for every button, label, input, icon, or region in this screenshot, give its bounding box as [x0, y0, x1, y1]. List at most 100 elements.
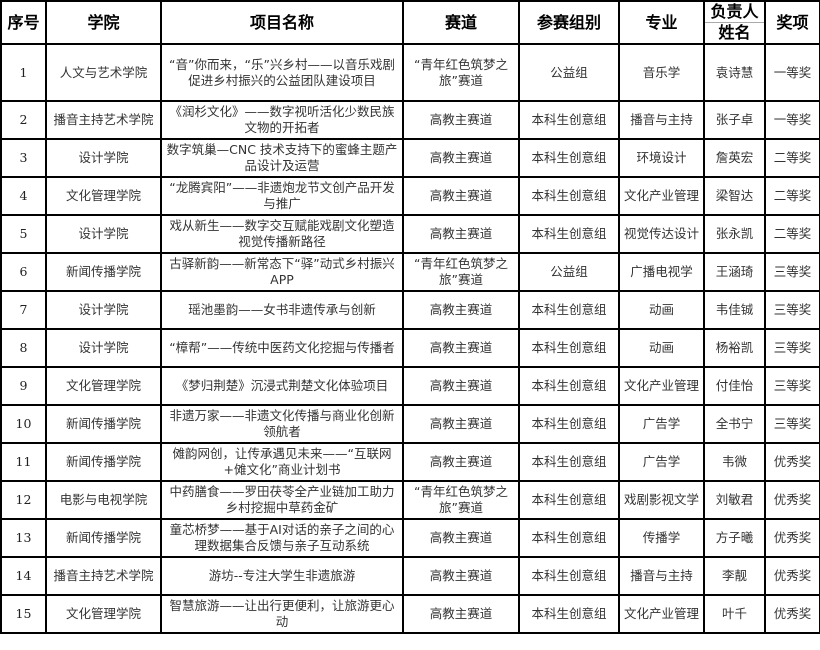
cell-award: 一等奖 [764, 100, 820, 140]
cell-award: 优秀奖 [764, 556, 820, 596]
table-row: 13 新闻传播学院 童芯桥梦——基于AI对话的亲子之间的心理数据集合反馈与亲子互动系… [0, 518, 820, 558]
cell-leader: 全书宁 [703, 404, 766, 444]
cell-award: 三等奖 [764, 252, 820, 292]
cell-college: 播音主持艺术学院 [45, 100, 162, 140]
cell-college: 新闻传播学院 [45, 252, 162, 292]
cell-college: 文化管理学院 [45, 176, 162, 216]
table-row: 12 电影与电视学院 中药膳食——罗田茯苓全产业链加工助力乡村挖掘中草药金矿 “青年红… [0, 480, 820, 520]
cell-leader: 王涵琦 [703, 252, 766, 292]
cell-project: 戏从新生——数字交互赋能戏剧文化塑造视觉传播新路径 [160, 214, 404, 254]
cell-group: 本科生创意组 [518, 290, 620, 330]
cell-seq: 15 [0, 594, 47, 634]
cell-group: 公益组 [518, 43, 620, 102]
table-row: 15 文化管理学院 智慧旅游——让出行更便利，让旅游更心动 高教主赛道 本科生创意组 文化… [0, 594, 820, 634]
cell-group: 本科生创意组 [518, 404, 620, 444]
header-project: 项目名称 [160, 0, 404, 45]
cell-leader: 李靓 [703, 556, 766, 596]
cell-major: 广告学 [618, 404, 705, 444]
cell-college: 设计学院 [45, 290, 162, 330]
cell-track: 高教主赛道 [402, 176, 520, 216]
cell-project: 智慧旅游——让出行更便利，让旅游更心动 [160, 594, 404, 634]
table-row: 8 设计学院 “樟帮”——传统中医药文化挖掘与传播者 高教主赛道 本科生创意组 动画 杨裕凯… [0, 328, 820, 368]
cell-college: 电影与电视学院 [45, 480, 162, 520]
cell-track: 高教主赛道 [402, 328, 520, 368]
cell-award: 优秀奖 [764, 480, 820, 520]
cell-track: 高教主赛道 [402, 594, 520, 634]
table-row: 2 播音主持艺术学院 《润杉文化》——数字视听活化少数民族文物的开拓者 高教主赛道 本科… [0, 100, 820, 140]
cell-college: 文化管理学院 [45, 594, 162, 634]
table-row: 4 文化管理学院 “龙腾宾阳”——非遗炮龙节文创产品开发与推广 高教主赛道 本科生创意组… [0, 176, 820, 216]
cell-project: 傩韵网创，让传承遇见未来——“互联网+傩文化”商业计划书 [160, 442, 404, 482]
header-track: 赛道 [402, 0, 520, 45]
cell-college: 设计学院 [45, 214, 162, 254]
cell-seq: 1 [0, 43, 47, 102]
cell-track: 高教主赛道 [402, 290, 520, 330]
cell-college: 新闻传播学院 [45, 442, 162, 482]
cell-project: “樟帮”——传统中医药文化挖掘与传播者 [160, 328, 404, 368]
header-award: 奖项 [764, 0, 820, 45]
cell-college: 人文与艺术学院 [45, 43, 162, 102]
header-leader-line1: 负责人 [706, 3, 763, 23]
cell-group: 本科生创意组 [518, 366, 620, 406]
cell-project: “音”你而来，“乐”兴乡村——以音乐戏剧促进乡村振兴的公益团队建设项目 [160, 43, 404, 102]
cell-seq: 2 [0, 100, 47, 140]
header-leader: 负责人 姓名 [703, 0, 766, 45]
header-seq: 序号 [0, 0, 47, 45]
cell-project: 数字筑巢—CNC 技术支持下的蜜蜂主题产品设计及运营 [160, 138, 404, 178]
cell-seq: 7 [0, 290, 47, 330]
table-row: 10 新闻传播学院 非遗万家——非遗文化传播与商业化创新领航者 高教主赛道 本科生创意组… [0, 404, 820, 444]
cell-group: 本科生创意组 [518, 138, 620, 178]
cell-track: “青年红色筑梦之旅”赛道 [402, 43, 520, 102]
table-row: 7 设计学院 瑶池墨韵——女书非遗传承与创新 高教主赛道 本科生创意组 动画 韦佳铖 三等奖 [0, 290, 820, 330]
cell-project: 中药膳食——罗田茯苓全产业链加工助力乡村挖掘中草药金矿 [160, 480, 404, 520]
cell-major: 戏剧影视文学 [618, 480, 705, 520]
cell-group: 公益组 [518, 252, 620, 292]
cell-major: 文化产业管理 [618, 366, 705, 406]
cell-project: “龙腾宾阳”——非遗炮龙节文创产品开发与推广 [160, 176, 404, 216]
cell-project: 《润杉文化》——数字视听活化少数民族文物的开拓者 [160, 100, 404, 140]
cell-major: 播音与主持 [618, 556, 705, 596]
header-group: 参赛组别 [518, 0, 620, 45]
cell-track: “青年红色筑梦之旅”赛道 [402, 480, 520, 520]
cell-group: 本科生创意组 [518, 442, 620, 482]
cell-group: 本科生创意组 [518, 176, 620, 216]
cell-track: 高教主赛道 [402, 404, 520, 444]
cell-project: 古驿新韵——新常态下“驿”动式乡村振兴APP [160, 252, 404, 292]
table-row: 3 设计学院 数字筑巢—CNC 技术支持下的蜜蜂主题产品设计及运营 高教主赛道 本科生创… [0, 138, 820, 178]
cell-leader: 韦微 [703, 442, 766, 482]
cell-seq: 3 [0, 138, 47, 178]
cell-major: 文化产业管理 [618, 176, 705, 216]
header-leader-line2: 姓名 [718, 23, 751, 42]
cell-seq: 6 [0, 252, 47, 292]
cell-group: 本科生创意组 [518, 480, 620, 520]
cell-project: 非遗万家——非遗文化传播与商业化创新领航者 [160, 404, 404, 444]
cell-group: 本科生创意组 [518, 556, 620, 596]
cell-major: 环境设计 [618, 138, 705, 178]
cell-major: 广播电视学 [618, 252, 705, 292]
cell-track: “青年红色筑梦之旅”赛道 [402, 252, 520, 292]
cell-project: 《梦归荆楚》沉浸式荆楚文化体验项目 [160, 366, 404, 406]
cell-leader: 袁诗慧 [703, 43, 766, 102]
cell-leader: 付佳怡 [703, 366, 766, 406]
awards-table: 序号 学院 项目名称 赛道 参赛组别 专业 负责人 姓名 奖项 1 人文与艺术学院… [0, 0, 820, 634]
cell-track: 高教主赛道 [402, 518, 520, 558]
cell-major: 传播学 [618, 518, 705, 558]
cell-project: 瑶池墨韵——女书非遗传承与创新 [160, 290, 404, 330]
cell-track: 高教主赛道 [402, 138, 520, 178]
cell-award: 三等奖 [764, 328, 820, 368]
cell-college: 文化管理学院 [45, 366, 162, 406]
cell-award: 二等奖 [764, 214, 820, 254]
cell-award: 三等奖 [764, 290, 820, 330]
cell-award: 优秀奖 [764, 594, 820, 634]
cell-major: 动画 [618, 328, 705, 368]
cell-group: 本科生创意组 [518, 518, 620, 558]
cell-seq: 12 [0, 480, 47, 520]
cell-leader: 方子曦 [703, 518, 766, 558]
cell-leader: 叶千 [703, 594, 766, 634]
cell-group: 本科生创意组 [518, 328, 620, 368]
header-college: 学院 [45, 0, 162, 45]
cell-project: 游坊--专注大学生非遗旅游 [160, 556, 404, 596]
cell-leader: 韦佳铖 [703, 290, 766, 330]
cell-leader: 詹英宏 [703, 138, 766, 178]
cell-award: 二等奖 [764, 138, 820, 178]
